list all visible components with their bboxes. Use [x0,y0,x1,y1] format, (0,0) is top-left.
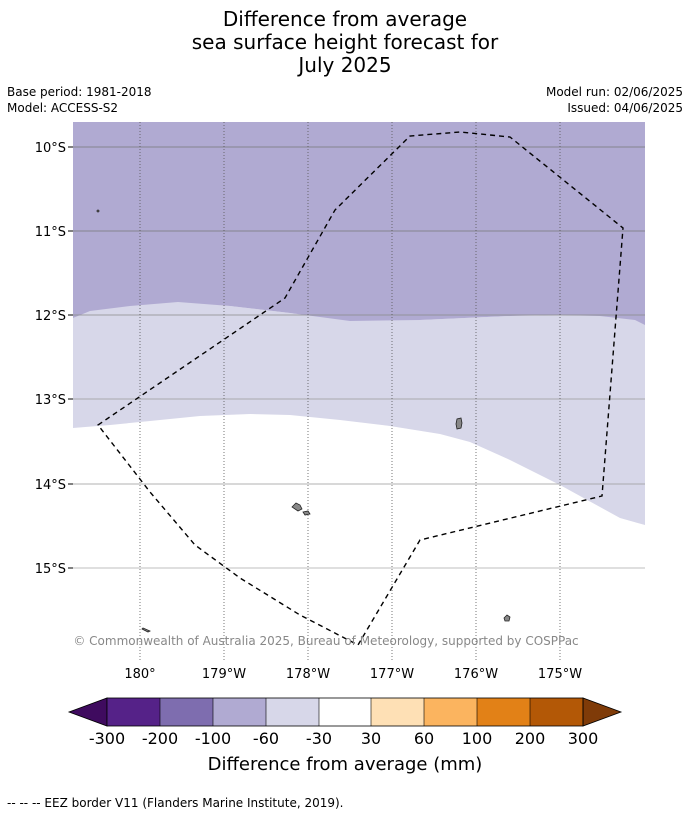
eez-border [96,131,624,646]
medium-purple-anomaly-region [73,122,645,325]
colorbar-tick: -300 [89,729,125,748]
lon-label: 176°W [454,667,498,682]
colorbar-frame [106,697,584,727]
latitude-labels: 10°S 11°S 12°S 13°S 14°S 15°S [35,141,73,577]
meta-left: Base period: 1981-2018 Model: ACCESS-S2 [7,84,152,116]
colorbar-label: Difference from average (mm) [208,754,483,775]
title-line-1: Difference from average [222,7,468,31]
lat-label: 10°S [35,141,66,156]
colorbar-low-extend [67,697,108,727]
eez-legend: -- -- -- EEZ border V11 (Flanders Marine… [7,796,344,810]
colorbar-tick: 100 [462,729,493,748]
issued-date: Issued: 04/06/2025 [567,101,683,115]
lon-label: 177°W [370,667,414,682]
islands [96,209,511,633]
copyright-notice: © Commonwealth of Australia 2025, Bureau… [73,634,578,648]
colorbar-tick: 60 [414,729,434,748]
map-figure: © Commonwealth of Australia 2025, Bureau… [35,122,645,775]
colorbar-tick: 30 [361,729,381,748]
title-line-2: sea surface height forecast for [191,30,499,54]
colorbar-tick: -200 [142,729,178,748]
colorbar: -300 -200 -100 -60 -30 30 60 100 200 300… [67,697,623,775]
lon-label: 179°W [202,667,246,682]
lat-label: 13°S [35,393,66,408]
colorbar-segment [319,698,371,726]
meta-right: Model run: 02/06/2025 Issued: 04/06/2025 [546,84,683,116]
light-purple-anomaly-region [73,301,645,525]
colorbar-tick: 300 [568,729,599,748]
colorbar-segment [266,698,319,726]
lat-label: 12°S [35,309,66,324]
colorbar-segment [107,698,160,726]
chart-title: Difference from average sea surface heig… [0,8,690,77]
colorbar-segment [477,698,530,726]
colorbar-segment [160,698,213,726]
lat-label: 14°S [35,478,66,493]
lat-label: 11°S [35,225,66,240]
small-islet-north [96,209,100,213]
lon-label: 178°W [286,667,330,682]
alofi-island [302,510,311,516]
lat-label: 15°S [35,562,66,577]
map-area: © Commonwealth of Australia 2025, Bureau… [73,122,645,660]
model-name: Model: ACCESS-S2 [7,101,119,115]
lon-label: 180° [124,667,155,682]
colorbar-tick: -60 [253,729,279,748]
colorbar-tick: -30 [306,729,332,748]
futuna-island [291,502,303,512]
colorbar-segment [424,698,477,726]
lon-label: 175°W [538,667,582,682]
title-line-3: July 2025 [298,53,392,77]
model-run: Model run: 02/06/2025 [545,85,683,99]
small-islet-east [503,614,511,622]
longitude-labels: 180° 179°W 178°W 177°W 176°W 175°W [124,667,582,682]
wallis-island [455,417,463,430]
colorbar-tick: -100 [195,729,231,748]
colorbar-segment [530,698,583,726]
colorbar-segment [213,698,266,726]
colorbar-high-extend [582,697,623,727]
colorbar-tick-labels: -300 -200 -100 -60 -30 30 60 100 200 300 [89,729,598,748]
colorbar-tick: 200 [515,729,546,748]
small-islet-southwest [141,627,151,633]
latitude-gridlines [73,146,645,569]
base-period: Base period: 1981-2018 [7,85,152,99]
colorbar-segment [371,698,424,726]
